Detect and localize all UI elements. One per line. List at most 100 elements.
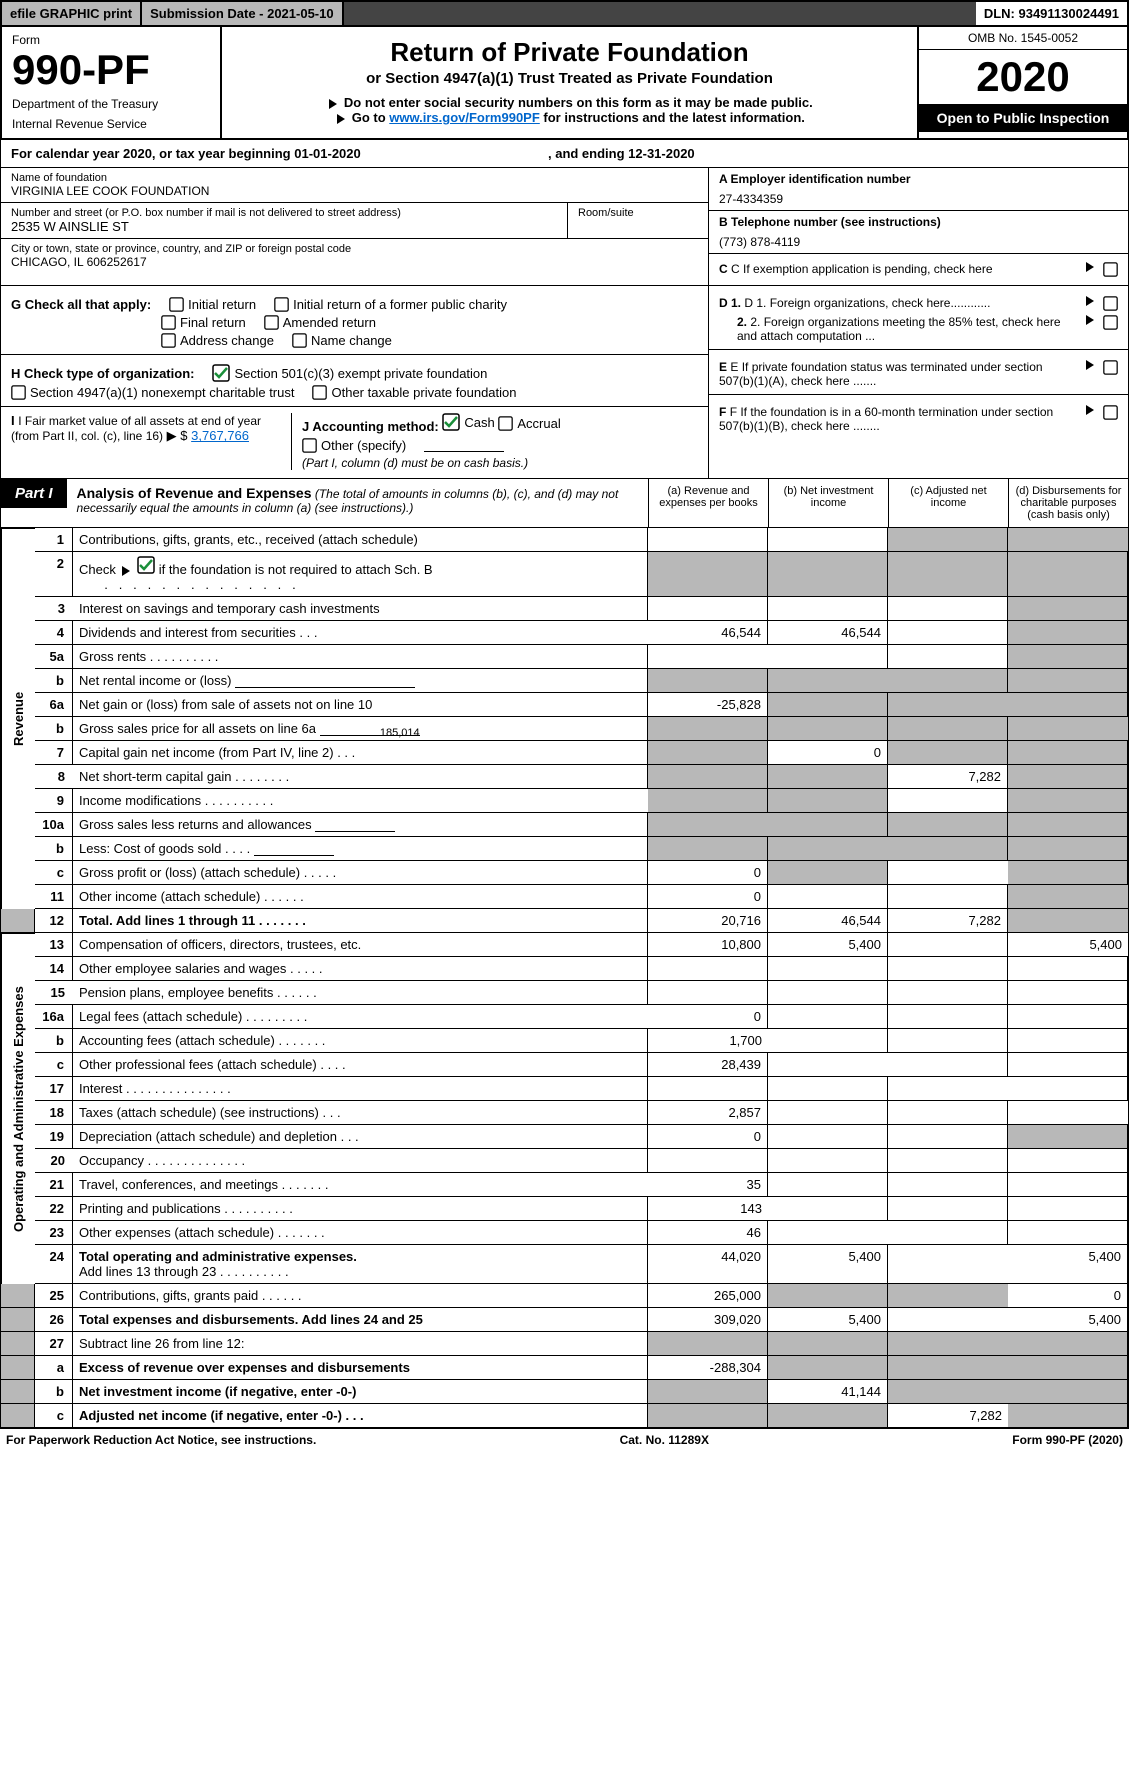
omb-number: OMB No. 1545-0052 [919, 27, 1127, 50]
rn13: 13 [35, 933, 73, 957]
topbar-spacer [344, 2, 976, 25]
dept-treasury: Department of the Treasury [12, 97, 210, 113]
g-line3: Address change Name change [11, 333, 698, 348]
rn16b: b [35, 1029, 73, 1053]
rn9: 9 [35, 789, 73, 813]
rn25: 25 [35, 1284, 73, 1308]
name-change-chk[interactable]: Name change [292, 333, 392, 348]
open-inspection: Open to Public Inspection [919, 104, 1127, 132]
rn17: 17 [35, 1077, 73, 1101]
rn23: 23 [35, 1221, 73, 1245]
schb-chk[interactable] [137, 556, 155, 574]
d2-chk[interactable] [1103, 315, 1118, 330]
address-change-chk[interactable]: Address change [161, 333, 274, 348]
rn27a: a [35, 1356, 73, 1380]
header-right: OMB No. 1545-0052 2020 Open to Public In… [917, 27, 1127, 138]
header-left: Form 990-PF Department of the Treasury I… [2, 27, 222, 138]
rn22: 22 [35, 1197, 73, 1221]
e-item: E E If private foundation status was ter… [719, 360, 1118, 388]
rn24: 24 [35, 1245, 73, 1284]
rn2: 2 [35, 552, 73, 597]
rn10c: c [35, 861, 73, 885]
d1-item: D 1. D 1. Foreign organizations, check h… [719, 296, 1118, 311]
rn1: 1 [35, 528, 73, 552]
col-a-head: (a) Revenue and expenses per books [648, 479, 768, 527]
exemption-pending-cell: C C If exemption application is pending,… [709, 254, 1128, 285]
identity-left: Name of foundation VIRGINIA LEE COOK FOU… [1, 168, 708, 285]
part1-header: Part I Analysis of Revenue and Expenses … [0, 479, 1129, 528]
col-b-head: (b) Net investment income [768, 479, 888, 527]
ij-section: I I Fair market value of all assets at e… [1, 406, 708, 470]
other-method-chk[interactable]: Other (specify) [302, 438, 406, 453]
g-line: G Check all that apply: Initial return I… [11, 297, 698, 312]
rn16a: 16a [35, 1005, 73, 1029]
rn10a: 10a [35, 813, 73, 837]
header-center: Return of Private Foundation or Section … [222, 27, 917, 138]
other-taxable-chk[interactable]: Other taxable private foundation [312, 385, 516, 400]
rn8: 8 [35, 765, 73, 789]
rn3: 3 [35, 597, 73, 621]
room-cell: Room/suite [568, 203, 708, 238]
rn16c: c [35, 1053, 73, 1077]
h-section: H Check type of organization: Section 50… [1, 354, 708, 400]
4947-chk[interactable]: Section 4947(a)(1) nonexempt charitable … [11, 385, 294, 400]
topbar: efile GRAPHIC print Submission Date - 20… [0, 0, 1129, 27]
rn20: 20 [35, 1149, 73, 1173]
f-chk[interactable] [1103, 405, 1118, 420]
d1-chk[interactable] [1103, 296, 1118, 311]
address-cell: Number and street (or P.O. box number if… [1, 203, 568, 238]
rn6a: 6a [35, 693, 73, 717]
identity-block: Name of foundation VIRGINIA LEE COOK FOU… [0, 168, 1129, 286]
rn7: 7 [35, 741, 73, 765]
fmv-link[interactable]: 3,767,766 [191, 428, 249, 443]
dln: DLN: 93491130024491 [976, 2, 1127, 25]
rn5a: 5a [35, 645, 73, 669]
e-chk[interactable] [1103, 360, 1118, 375]
part1-grid: Revenue 1Contributions, gifts, grants, e… [0, 528, 1129, 1428]
rn19: 19 [35, 1125, 73, 1149]
page-footer: For Paperwork Reduction Act Notice, see … [0, 1428, 1129, 1451]
form-header: Form 990-PF Department of the Treasury I… [0, 27, 1129, 140]
rn5b: b [35, 669, 73, 693]
form-title: Return of Private Foundation [242, 37, 897, 68]
rn12: 12 [35, 909, 73, 933]
form-number: 990-PF [12, 49, 210, 91]
ein-cell: A Employer identification number 27-4334… [709, 168, 1128, 211]
rn4: 4 [35, 621, 73, 645]
form-note2: Go to www.irs.gov/Form990PF for instruct… [242, 110, 897, 125]
revenue-sidebar: Revenue [1, 528, 35, 909]
city-cell: City or town, state or province, country… [1, 239, 708, 273]
final-return-chk[interactable]: Final return [161, 315, 246, 330]
form-subtitle: or Section 4947(a)(1) Trust Treated as P… [242, 70, 897, 87]
amended-return-chk[interactable]: Amended return [264, 315, 376, 330]
irs-link[interactable]: www.irs.gov/Form990PF [389, 110, 540, 125]
d2-item: 2. 2. Foreign organizations meeting the … [719, 315, 1118, 343]
initial-former-chk[interactable]: Initial return of a former public charit… [274, 297, 507, 312]
col-d-head: (d) Disbursements for charitable purpose… [1008, 479, 1128, 527]
rn15: 15 [35, 981, 73, 1005]
part1-label: Part I [1, 479, 67, 508]
foundation-name-cell: Name of foundation VIRGINIA LEE COOK FOU… [1, 168, 708, 203]
rn26: 26 [35, 1308, 73, 1332]
c-checkbox[interactable] [1103, 262, 1118, 277]
gh-section: G Check all that apply: Initial return I… [1, 286, 708, 478]
col-c-head: (c) Adjusted net income [888, 479, 1008, 527]
accrual-chk[interactable]: Accrual [498, 416, 560, 431]
rn18: 18 [35, 1101, 73, 1125]
checkbox-section: G Check all that apply: Initial return I… [0, 286, 1129, 479]
rn27c: c [35, 1404, 73, 1427]
def-section: D 1. D 1. Foreign organizations, check h… [708, 286, 1128, 478]
rn11: 11 [35, 885, 73, 909]
initial-return-chk[interactable]: Initial return [169, 297, 256, 312]
form-990pf-page: efile GRAPHIC print Submission Date - 20… [0, 0, 1129, 1451]
tax-year: 2020 [919, 50, 1127, 104]
501c3-chk[interactable]: Section 501(c)(3) exempt private foundat… [212, 364, 487, 382]
expenses-sidebar: Operating and Administrative Expenses [1, 933, 35, 1284]
form-note1: Do not enter social security numbers on … [242, 95, 897, 110]
f-item: F F If the foundation is in a 60-month t… [719, 405, 1118, 433]
calendar-year-line: For calendar year 2020, or tax year begi… [0, 140, 1129, 168]
i-fmv: I I Fair market value of all assets at e… [11, 413, 271, 470]
j-accounting: J Accounting method: Cash Accrual Other … [291, 413, 698, 470]
address-row: Number and street (or P.O. box number if… [1, 203, 708, 239]
cash-chk[interactable]: Cash [442, 413, 494, 431]
